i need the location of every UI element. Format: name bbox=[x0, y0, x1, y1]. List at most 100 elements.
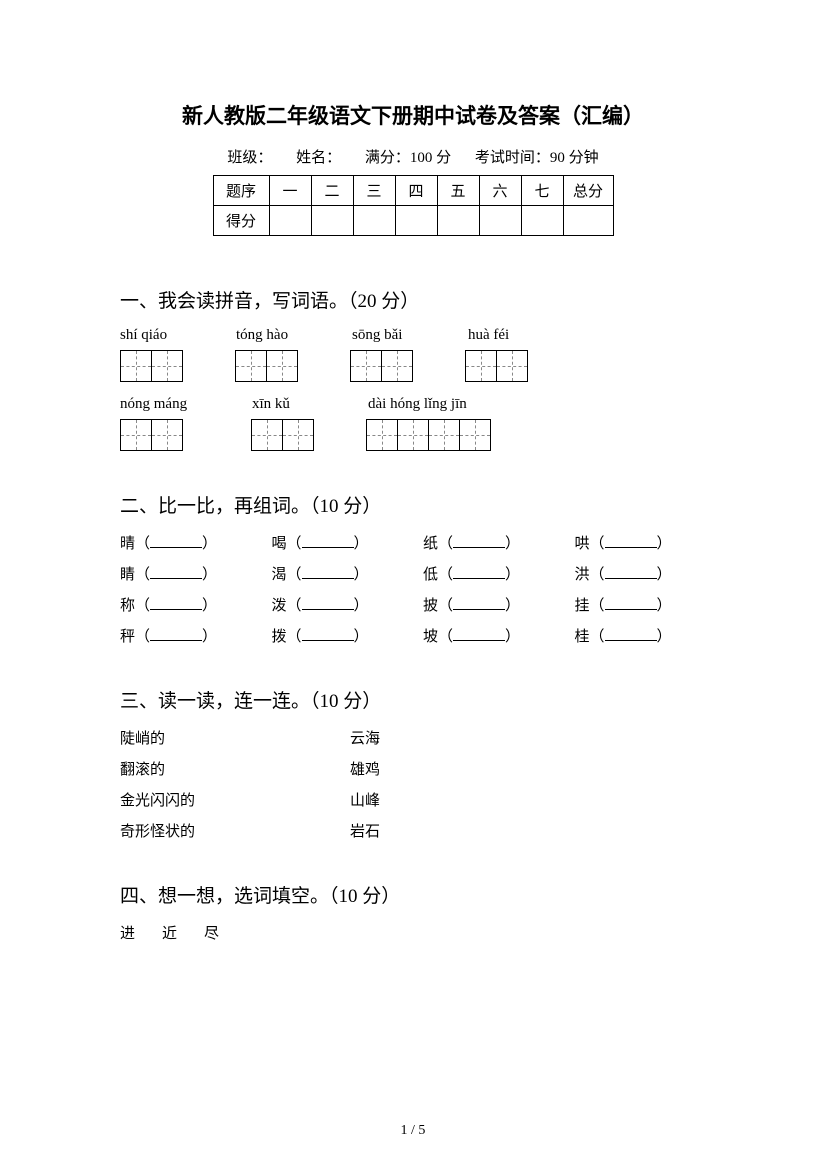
score-cell bbox=[395, 206, 437, 236]
score-row-values: 得分 bbox=[213, 206, 613, 236]
compare-item: 晴（） bbox=[120, 532, 252, 553]
pinyin-label: dài hóng lǐng jīn bbox=[368, 396, 508, 413]
section-1-title: 一、我会读拼音，写词语。（20 分） bbox=[120, 286, 706, 313]
blank bbox=[453, 596, 505, 610]
col-2: 二 bbox=[311, 176, 353, 206]
compare-item: 披（） bbox=[423, 594, 555, 615]
char-box bbox=[282, 419, 314, 451]
score-cell bbox=[269, 206, 311, 236]
char-box bbox=[350, 350, 382, 382]
compare-item: 桂（） bbox=[575, 625, 707, 646]
pinyin-label: tóng hào bbox=[236, 327, 300, 344]
blank bbox=[605, 534, 657, 548]
compare-item: 挂（） bbox=[575, 594, 707, 615]
col-4: 四 bbox=[395, 176, 437, 206]
box-group bbox=[366, 419, 491, 451]
blank bbox=[302, 565, 354, 579]
col-5: 五 bbox=[437, 176, 479, 206]
blank bbox=[302, 596, 354, 610]
char-box bbox=[381, 350, 413, 382]
score-cell bbox=[353, 206, 395, 236]
compare-item: 纸（） bbox=[423, 532, 555, 553]
compare-grid: 晴（）喝（）纸（）哄（）睛（）渴（）低（）洪（）称（）泼（）披（）挂（）秤（）拨… bbox=[120, 532, 706, 646]
compare-item: 渴（） bbox=[272, 563, 404, 584]
compare-item: 坡（） bbox=[423, 625, 555, 646]
compare-item: 称（） bbox=[120, 594, 252, 615]
section-3: 三、读一读，连一连。（10 分） 陡峭的云海翻滚的雄鸡金光闪闪的山峰奇形怪状的岩… bbox=[120, 686, 706, 841]
section-2-title: 二、比一比，再组词。（10 分） bbox=[120, 491, 706, 518]
section-4-title: 四、想一想，选词填空。（10 分） bbox=[120, 881, 706, 908]
boxes-row-1 bbox=[120, 350, 706, 382]
char-box bbox=[459, 419, 491, 451]
pinyin-label: sōng bǎi bbox=[352, 327, 416, 344]
blank bbox=[150, 534, 202, 548]
compare-item: 泼（） bbox=[272, 594, 404, 615]
char-box bbox=[496, 350, 528, 382]
blank bbox=[150, 596, 202, 610]
time-label: 考试时间：90 分钟 bbox=[475, 150, 599, 166]
class-label: 班级： bbox=[227, 150, 272, 166]
score-cell bbox=[479, 206, 521, 236]
blank bbox=[605, 596, 657, 610]
fullscore-label: 满分：100 分 bbox=[365, 150, 451, 166]
col-3: 三 bbox=[353, 176, 395, 206]
box-group bbox=[120, 419, 183, 451]
compare-item: 洪（） bbox=[575, 563, 707, 584]
pinyin-row-2: nóng máng xīn kǔ dài hóng lǐng jīn bbox=[120, 396, 706, 413]
section-4: 四、想一想，选词填空。（10 分） 进 近 尽 bbox=[120, 881, 706, 943]
compare-item: 喝（） bbox=[272, 532, 404, 553]
char-box bbox=[120, 350, 152, 382]
box-group bbox=[251, 419, 314, 451]
char-box bbox=[120, 419, 152, 451]
document-title: 新人教版二年级语文下册期中试卷及答案（汇编） bbox=[120, 100, 706, 130]
pinyin-label: huà féi bbox=[468, 327, 532, 344]
name-label: 姓名： bbox=[296, 150, 341, 166]
page-number: 1 / 5 bbox=[0, 1123, 826, 1139]
col-7: 七 bbox=[521, 176, 563, 206]
blank bbox=[453, 534, 505, 548]
blank bbox=[453, 565, 505, 579]
pinyin-label: xīn kǔ bbox=[252, 396, 316, 413]
box-group bbox=[120, 350, 183, 382]
match-left: 奇形怪状的 bbox=[120, 820, 350, 841]
char-box bbox=[465, 350, 497, 382]
box-group bbox=[350, 350, 413, 382]
compare-item: 哄（） bbox=[575, 532, 707, 553]
blank bbox=[150, 565, 202, 579]
blank bbox=[453, 627, 505, 641]
row-header-2: 得分 bbox=[213, 206, 269, 236]
pinyin-row-1: shí qiáo tóng hào sōng bǎi huà féi bbox=[120, 327, 706, 344]
box-group bbox=[465, 350, 528, 382]
blank bbox=[605, 565, 657, 579]
score-table: 题序 一 二 三 四 五 六 七 总分 得分 bbox=[213, 175, 614, 236]
match-left: 陡峭的 bbox=[120, 727, 350, 748]
char-box bbox=[266, 350, 298, 382]
compare-item: 低（） bbox=[423, 563, 555, 584]
char-box bbox=[151, 419, 183, 451]
compare-item: 拨（） bbox=[272, 625, 404, 646]
blank bbox=[150, 627, 202, 641]
match-right: 云海 bbox=[350, 727, 470, 748]
match-left: 金光闪闪的 bbox=[120, 789, 350, 810]
pinyin-label: nóng máng bbox=[120, 396, 200, 413]
score-cell bbox=[311, 206, 353, 236]
char-box bbox=[428, 419, 460, 451]
compare-item: 秤（） bbox=[120, 625, 252, 646]
section-3-title: 三、读一读，连一连。（10 分） bbox=[120, 686, 706, 713]
char-box bbox=[366, 419, 398, 451]
blank bbox=[605, 627, 657, 641]
blank bbox=[302, 627, 354, 641]
char-box bbox=[397, 419, 429, 451]
section-2: 二、比一比，再组词。（10 分） 晴（）喝（）纸（）哄（）睛（）渴（）低（）洪（… bbox=[120, 491, 706, 646]
section-1: 一、我会读拼音，写词语。（20 分） shí qiáo tóng hào sōn… bbox=[120, 286, 706, 451]
row-header-1: 题序 bbox=[213, 176, 269, 206]
char-box bbox=[251, 419, 283, 451]
pinyin-label: shí qiáo bbox=[120, 327, 184, 344]
char-box bbox=[235, 350, 267, 382]
word-choices: 进 近 尽 bbox=[120, 922, 706, 943]
match-right: 山峰 bbox=[350, 789, 470, 810]
score-cell bbox=[521, 206, 563, 236]
meta-line: 班级： 姓名： 满分：100 分 考试时间：90 分钟 bbox=[120, 146, 706, 167]
match-left: 翻滚的 bbox=[120, 758, 350, 779]
boxes-row-2 bbox=[120, 419, 706, 451]
